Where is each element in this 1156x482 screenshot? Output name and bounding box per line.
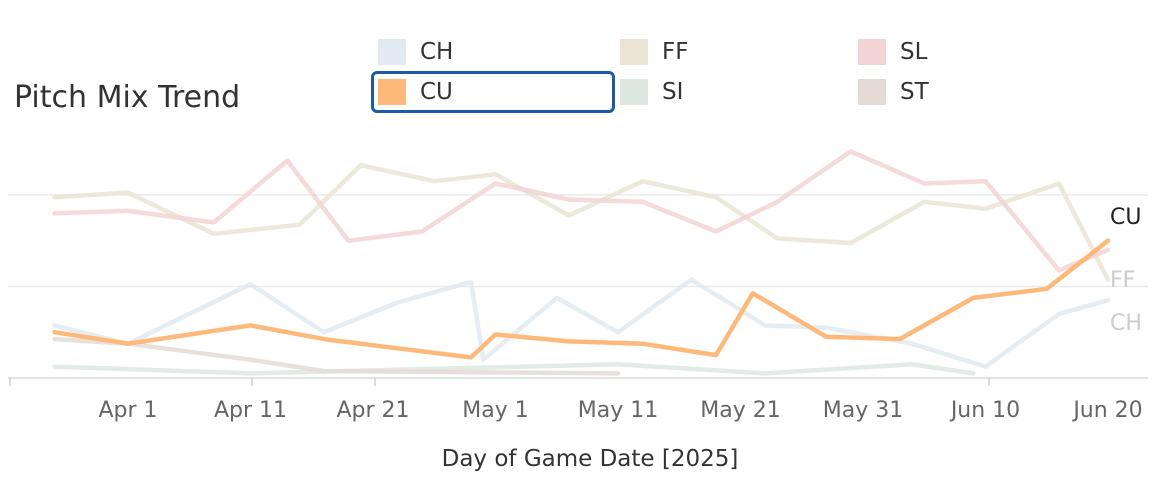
x-axis-label: Day of Game Date [2025] — [441, 446, 739, 472]
legend-swatch — [378, 39, 406, 65]
x-tick-label: May 1 — [462, 398, 528, 423]
x-tick-label: May 31 — [823, 398, 903, 423]
legend-swatch — [378, 79, 406, 105]
x-tick-label: Apr 11 — [214, 398, 287, 423]
legend-item-ff[interactable]: FF — [620, 34, 688, 70]
x-tick-label: Jun 10 — [949, 398, 1020, 423]
legend-item-sl[interactable]: SL — [858, 34, 927, 70]
end-label-cu: CU — [1110, 205, 1141, 230]
series-line-ch — [52, 277, 1111, 369]
legend-swatch — [858, 79, 886, 105]
legend-swatch — [858, 39, 886, 65]
legend-label: ST — [900, 79, 929, 105]
x-tick-label: May 21 — [700, 398, 780, 423]
legend-label: FF — [662, 39, 689, 65]
series-line-cu — [52, 238, 1111, 360]
series-line-si — [52, 362, 976, 376]
legend-item-cu[interactable]: CU — [371, 71, 615, 113]
legend-swatch — [620, 79, 648, 105]
legend-label: SI — [662, 79, 684, 105]
legend-label: SL — [900, 39, 928, 65]
x-tick-label: Apr 21 — [336, 398, 409, 423]
legend-item-ch[interactable]: CH — [378, 34, 453, 70]
end-label-ch: CH — [1110, 311, 1142, 336]
legend-label: CH — [420, 39, 454, 65]
legend-swatch — [620, 39, 648, 65]
end-label-ff: FF — [1110, 268, 1135, 293]
x-tick-label: Apr 1 — [98, 398, 157, 423]
x-tick-label: Jun 20 — [1071, 398, 1142, 423]
legend-item-st[interactable]: ST — [858, 74, 929, 110]
legend-item-si[interactable]: SI — [620, 74, 683, 110]
series-line-sl — [52, 149, 1111, 273]
chart-title: Pitch Mix Trend — [14, 80, 241, 115]
x-tick-label: May 11 — [578, 398, 658, 423]
series-line-st — [52, 336, 621, 376]
series-line-ff — [52, 162, 1111, 282]
legend-label: CU — [420, 79, 453, 105]
